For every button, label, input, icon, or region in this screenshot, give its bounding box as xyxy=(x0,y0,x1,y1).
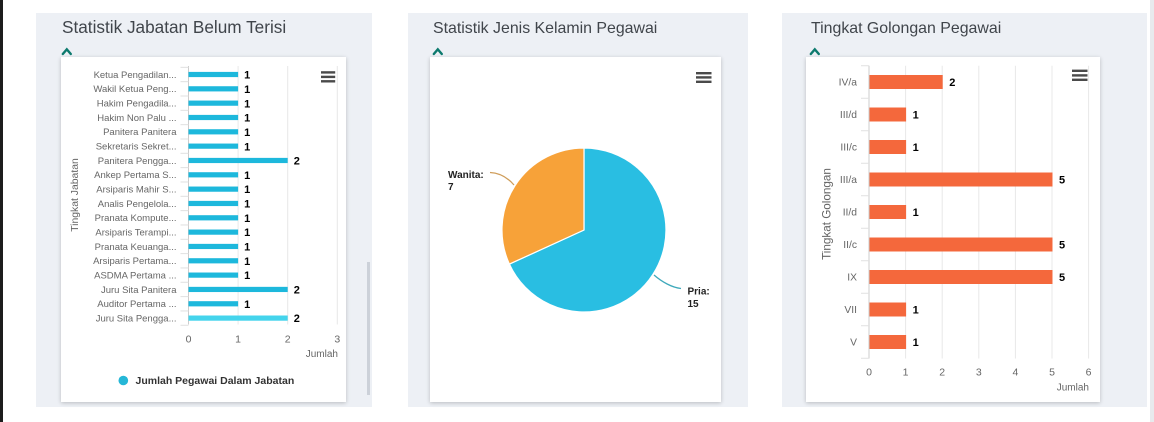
svg-text:1: 1 xyxy=(244,227,250,239)
svg-text:Ketua Pengadilan...: Ketua Pengadilan... xyxy=(94,70,177,81)
svg-text:Hakim Pengadila...: Hakim Pengadila... xyxy=(97,98,177,109)
svg-text:2: 2 xyxy=(285,334,291,346)
svg-text:5: 5 xyxy=(1059,272,1065,284)
svg-text:Arsiparis Terampi...: Arsiparis Terampi... xyxy=(95,227,176,238)
svg-text:5: 5 xyxy=(1049,367,1055,379)
svg-text:5: 5 xyxy=(1059,240,1065,252)
svg-text:1: 1 xyxy=(913,305,919,317)
svg-text:1: 1 xyxy=(913,207,919,219)
svg-text:III/d: III/d xyxy=(840,110,857,121)
svg-text:III/a: III/a xyxy=(840,175,857,186)
svg-text:1: 1 xyxy=(244,242,250,254)
svg-text:0: 0 xyxy=(866,367,872,379)
svg-text:1: 1 xyxy=(244,70,250,82)
svg-text:II/d: II/d xyxy=(843,208,858,219)
svg-text:Panitera Pengga...: Panitera Pengga... xyxy=(98,156,177,167)
svg-text:Panitera Panitera: Panitera Panitera xyxy=(103,127,177,138)
svg-text:1: 1 xyxy=(244,113,250,125)
svg-text:1: 1 xyxy=(913,337,919,349)
svg-text:Juru Sita Pengga...: Juru Sita Pengga... xyxy=(96,313,177,324)
svg-text:1: 1 xyxy=(244,270,250,282)
svg-text:Arsiparis Pertama...: Arsiparis Pertama... xyxy=(93,256,176,267)
svg-text:1: 1 xyxy=(244,299,250,311)
svg-text:1: 1 xyxy=(244,98,250,110)
svg-text:Jumlah Pegawai Dalam Jabatan: Jumlah Pegawai Dalam Jabatan xyxy=(136,375,295,387)
svg-text:4: 4 xyxy=(1012,367,1018,379)
svg-text:Jumlah: Jumlah xyxy=(1057,383,1089,394)
svg-text:Sekretaris Sekret...: Sekretaris Sekret... xyxy=(96,141,177,152)
svg-text:Hakim Non Palu ...: Hakim Non Palu ... xyxy=(97,113,176,124)
svg-text:1: 1 xyxy=(244,256,250,268)
svg-text:ASDMA Pertama ...: ASDMA Pertama ... xyxy=(94,270,176,281)
svg-text:2: 2 xyxy=(294,285,300,297)
svg-text:2: 2 xyxy=(939,367,945,379)
svg-text:1: 1 xyxy=(244,213,250,225)
svg-text:1: 1 xyxy=(913,110,919,122)
svg-text:3: 3 xyxy=(334,334,340,346)
svg-text:2: 2 xyxy=(294,313,300,325)
svg-text:IX: IX xyxy=(847,273,857,284)
svg-text:Tingkat Jabatan: Tingkat Jabatan xyxy=(70,158,81,232)
svg-text:15: 15 xyxy=(688,299,700,310)
svg-text:Analis Pengelola...: Analis Pengelola... xyxy=(98,199,177,210)
svg-text:Pranata Keuanga...: Pranata Keuanga... xyxy=(95,242,177,253)
svg-text:1: 1 xyxy=(903,367,909,379)
svg-text:2: 2 xyxy=(294,156,300,168)
svg-text:Ankep Pertama S...: Ankep Pertama S... xyxy=(94,170,176,181)
svg-text:Tingkat Golongan: Tingkat Golongan xyxy=(820,168,833,260)
svg-text:Pria:: Pria: xyxy=(688,287,710,298)
svg-text:IV/a: IV/a xyxy=(839,78,858,89)
svg-text:Statistik Jabatan Belum Terisi: Statistik Jabatan Belum Terisi xyxy=(62,17,286,37)
svg-text:1: 1 xyxy=(244,127,250,139)
svg-text:1: 1 xyxy=(244,141,250,153)
svg-text:Jumlah: Jumlah xyxy=(306,349,338,360)
svg-text:1: 1 xyxy=(244,170,250,182)
svg-text:Wanita:: Wanita: xyxy=(448,170,484,181)
svg-text:0: 0 xyxy=(186,334,192,346)
svg-text:II/c: II/c xyxy=(843,240,857,251)
svg-text:Wakil Ketua Peng...: Wakil Ketua Peng... xyxy=(93,84,176,95)
svg-text:Pranata Kompute...: Pranata Kompute... xyxy=(95,213,177,224)
svg-text:Statistik Jenis Kelamin Pegawa: Statistik Jenis Kelamin Pegawai xyxy=(433,20,657,37)
svg-text:VII: VII xyxy=(844,305,857,316)
svg-text:1: 1 xyxy=(244,199,250,211)
svg-text:III/c: III/c xyxy=(840,143,857,154)
svg-text:3: 3 xyxy=(976,367,982,379)
svg-text:Tingkat Golongan Pegawai: Tingkat Golongan Pegawai xyxy=(811,20,1001,37)
svg-text:1: 1 xyxy=(244,184,250,196)
svg-text:6: 6 xyxy=(1086,367,1092,379)
svg-text:7: 7 xyxy=(448,182,454,193)
svg-text:1: 1 xyxy=(913,142,919,154)
svg-text:2: 2 xyxy=(949,77,955,89)
svg-text:Arsiparis Mahir S...: Arsiparis Mahir S... xyxy=(96,184,176,195)
svg-text:1: 1 xyxy=(244,84,250,96)
svg-text:V: V xyxy=(850,338,857,349)
svg-text:1: 1 xyxy=(235,334,241,346)
svg-text:5: 5 xyxy=(1059,175,1065,187)
svg-text:Auditor Pertama ...: Auditor Pertama ... xyxy=(97,299,176,310)
svg-text:Juru Sita Panitera: Juru Sita Panitera xyxy=(101,285,177,296)
